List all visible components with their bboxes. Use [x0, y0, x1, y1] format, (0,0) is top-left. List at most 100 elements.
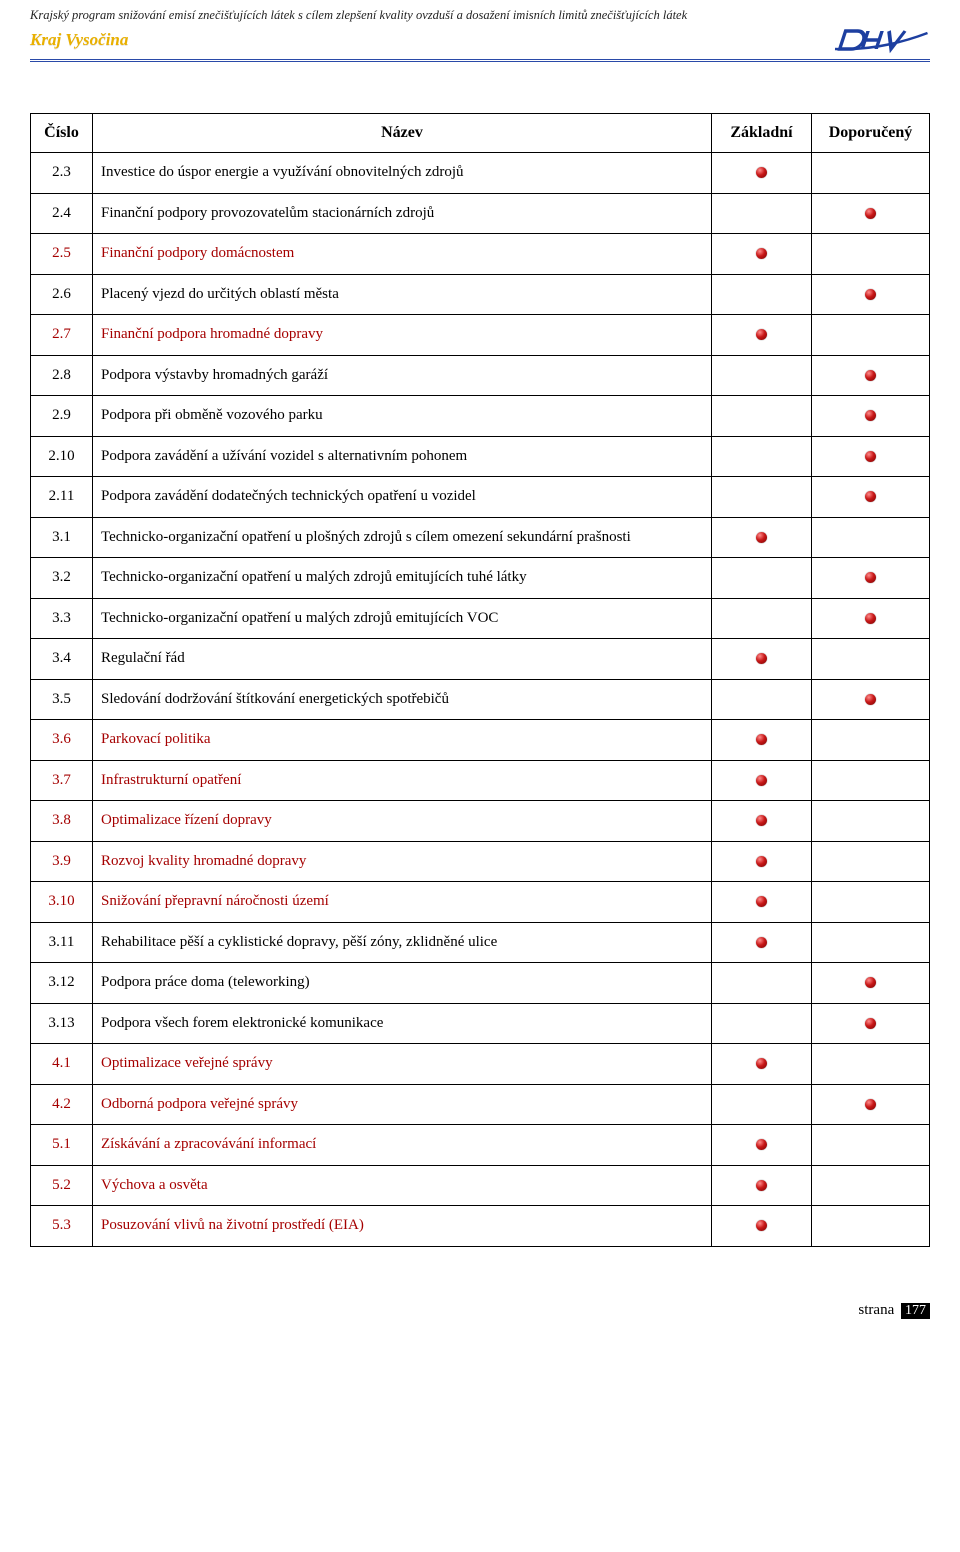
bullet-icon — [756, 248, 767, 259]
basic-cell — [712, 396, 812, 437]
table-row: 4.1Optimalizace veřejné správy — [31, 1044, 930, 1085]
table-header-row: Číslo Název Základní Doporučený — [31, 114, 930, 153]
row-name: Finanční podpora hromadné dopravy — [93, 315, 712, 356]
recommended-cell — [812, 801, 930, 842]
recommended-cell — [812, 963, 930, 1004]
basic-cell — [712, 882, 812, 923]
bullet-icon — [756, 532, 767, 543]
bullet-icon — [865, 491, 876, 502]
row-number: 3.13 — [31, 1003, 93, 1044]
bullet-icon — [865, 1099, 876, 1110]
row-name: Finanční podpory domácnostem — [93, 234, 712, 275]
table-row: 2.8Podpora výstavby hromadných garáží — [31, 355, 930, 396]
recommended-cell — [812, 153, 930, 194]
row-name: Podpora práce doma (teleworking) — [93, 963, 712, 1004]
bullet-icon — [865, 208, 876, 219]
table-row: 2.7Finanční podpora hromadné dopravy — [31, 315, 930, 356]
recommended-cell — [812, 639, 930, 680]
basic-cell — [712, 274, 812, 315]
row-number: 2.4 — [31, 193, 93, 234]
row-number: 3.11 — [31, 922, 93, 963]
row-number: 2.8 — [31, 355, 93, 396]
measures-table: Číslo Název Základní Doporučený 2.3Inves… — [30, 113, 930, 1247]
row-number: 3.4 — [31, 639, 93, 680]
table-row: 3.13Podpora všech forem elektronické kom… — [31, 1003, 930, 1044]
bullet-icon — [865, 1018, 876, 1029]
bullet-icon — [756, 1180, 767, 1191]
recommended-cell — [812, 760, 930, 801]
table-row: 5.2Výchova a osvěta — [31, 1165, 930, 1206]
row-name: Technicko-organizační opatření u malých … — [93, 598, 712, 639]
table-row: 2.11Podpora zavádění dodatečných technic… — [31, 477, 930, 518]
table-row: 2.6Placený vjezd do určitých oblastí měs… — [31, 274, 930, 315]
table-row: 3.1Technicko-organizační opatření u ploš… — [31, 517, 930, 558]
recommended-cell — [812, 193, 930, 234]
recommended-cell — [812, 841, 930, 882]
basic-cell — [712, 598, 812, 639]
table-row: 3.6Parkovací politika — [31, 720, 930, 761]
recommended-cell — [812, 1125, 930, 1166]
row-number: 2.7 — [31, 315, 93, 356]
row-name: Posuzování vlivů na životní prostředí (E… — [93, 1206, 712, 1247]
row-name: Regulační řád — [93, 639, 712, 680]
row-number: 3.9 — [31, 841, 93, 882]
basic-cell — [712, 315, 812, 356]
basic-cell — [712, 477, 812, 518]
table-row: 2.10Podpora zavádění a užívání vozidel s… — [31, 436, 930, 477]
row-name: Získávání a zpracovávání informací — [93, 1125, 712, 1166]
document-title: Krajský program snižování emisí znečišťu… — [30, 8, 930, 23]
row-number: 3.12 — [31, 963, 93, 1004]
row-number: 3.7 — [31, 760, 93, 801]
table-row: 2.4Finanční podpory provozovatelům staci… — [31, 193, 930, 234]
header-divider — [30, 59, 930, 63]
basic-cell — [712, 1003, 812, 1044]
col-header-basic: Základní — [712, 114, 812, 153]
row-number: 3.10 — [31, 882, 93, 923]
recommended-cell — [812, 517, 930, 558]
row-name: Parkovací politika — [93, 720, 712, 761]
table-row: 3.12Podpora práce doma (teleworking) — [31, 963, 930, 1004]
basic-cell — [712, 639, 812, 680]
table-row: 2.9Podpora při obměně vozového parku — [31, 396, 930, 437]
basic-cell — [712, 1165, 812, 1206]
basic-cell — [712, 841, 812, 882]
row-name: Podpora všech forem elektronické komunik… — [93, 1003, 712, 1044]
page-footer: strana 177 — [30, 1302, 930, 1319]
recommended-cell — [812, 234, 930, 275]
row-name: Technicko-organizační opatření u plošnýc… — [93, 517, 712, 558]
basic-cell — [712, 1084, 812, 1125]
table-row: 3.4Regulační řád — [31, 639, 930, 680]
table-row: 2.3Investice do úspor energie a využíván… — [31, 153, 930, 194]
bullet-icon — [865, 370, 876, 381]
basic-cell — [712, 355, 812, 396]
row-name: Podpora při obměně vozového parku — [93, 396, 712, 437]
row-name: Snižování přepravní náročnosti území — [93, 882, 712, 923]
row-name: Infrastrukturní opatření — [93, 760, 712, 801]
bullet-icon — [865, 977, 876, 988]
row-name: Rehabilitace pěší a cyklistické dopravy,… — [93, 922, 712, 963]
recommended-cell — [812, 1206, 930, 1247]
bullet-icon — [756, 167, 767, 178]
row-number: 2.9 — [31, 396, 93, 437]
bullet-icon — [756, 653, 767, 664]
basic-cell — [712, 720, 812, 761]
table-row: 5.3Posuzování vlivů na životní prostředí… — [31, 1206, 930, 1247]
basic-cell — [712, 193, 812, 234]
bullet-icon — [865, 451, 876, 462]
row-name: Placený vjezd do určitých oblastí města — [93, 274, 712, 315]
row-name: Rozvoj kvality hromadné dopravy — [93, 841, 712, 882]
recommended-cell — [812, 882, 930, 923]
recommended-cell — [812, 1084, 930, 1125]
recommended-cell — [812, 274, 930, 315]
table-row: 3.9Rozvoj kvality hromadné dopravy — [31, 841, 930, 882]
row-number: 3.8 — [31, 801, 93, 842]
recommended-cell — [812, 315, 930, 356]
basic-cell — [712, 679, 812, 720]
basic-cell — [712, 1125, 812, 1166]
table-row: 4.2Odborná podpora veřejné správy — [31, 1084, 930, 1125]
recommended-cell — [812, 558, 930, 599]
row-number: 3.6 — [31, 720, 93, 761]
row-name: Odborná podpora veřejné správy — [93, 1084, 712, 1125]
table-row: 3.5Sledování dodržování štítkování energ… — [31, 679, 930, 720]
row-number: 3.3 — [31, 598, 93, 639]
